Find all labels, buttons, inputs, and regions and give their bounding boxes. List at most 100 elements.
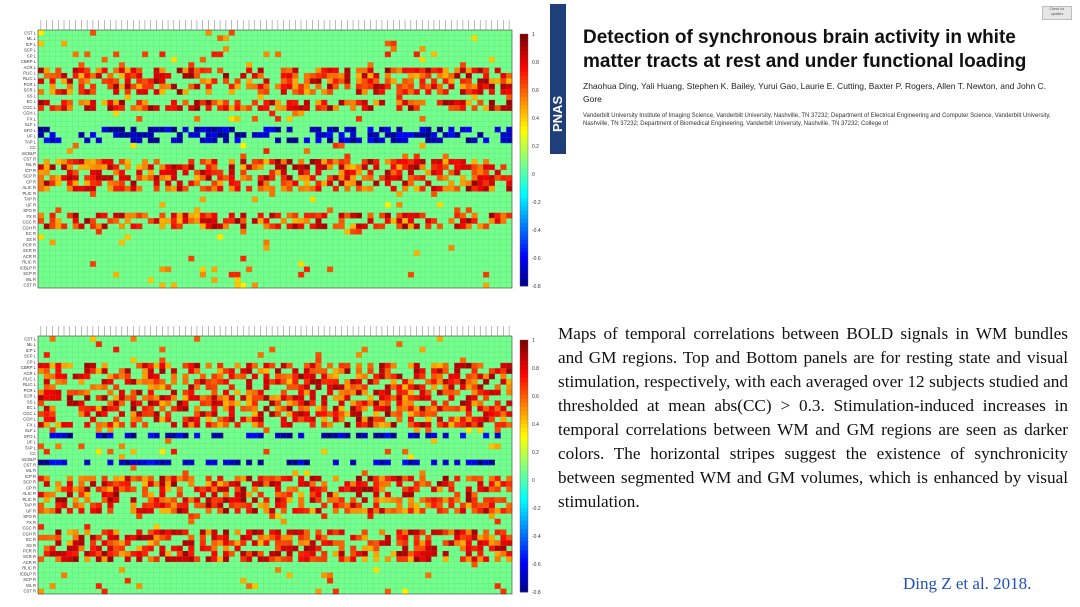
heatmap-cell xyxy=(43,159,50,165)
heatmap-cell xyxy=(506,551,513,557)
heatmap-cell xyxy=(263,223,270,230)
heatmap-cell xyxy=(425,545,432,552)
heatmap-cell xyxy=(107,73,114,79)
check-for-updates-badge[interactable]: Check for updates xyxy=(1042,6,1072,20)
heatmap-cell xyxy=(338,400,345,407)
row-label: RLIC R xyxy=(22,260,36,265)
heatmap-cell xyxy=(130,432,137,439)
heatmap-cell xyxy=(257,432,264,439)
heatmap-cell xyxy=(315,475,322,482)
heatmap-cell xyxy=(465,459,472,466)
heatmap-cell xyxy=(205,411,212,417)
heatmap-cell xyxy=(217,126,224,133)
heatmap-cell xyxy=(488,486,495,493)
heatmap-cell xyxy=(465,218,472,224)
heatmap-cell xyxy=(269,99,276,106)
heatmap-cell xyxy=(355,389,363,396)
heatmap-cell xyxy=(211,395,218,401)
row-label: SLF L xyxy=(25,428,37,433)
heatmap-cell xyxy=(459,529,467,536)
heatmap-cell xyxy=(332,529,339,536)
heatmap-cell xyxy=(315,405,322,412)
heatmap-cell xyxy=(269,185,276,192)
heatmap-cell xyxy=(118,99,126,106)
heatmap-cell xyxy=(303,540,310,546)
heatmap-cell xyxy=(176,164,183,171)
heatmap-cell xyxy=(454,169,461,176)
row-label: SCR L xyxy=(24,394,37,399)
heatmap-cell xyxy=(182,164,189,171)
heatmap-cell xyxy=(431,551,438,557)
heatmap-cell xyxy=(436,486,443,493)
row-label: EC R xyxy=(26,537,36,542)
heatmap-cell xyxy=(136,223,143,230)
heatmap-cell xyxy=(251,73,258,79)
heatmap-cell xyxy=(332,459,339,466)
heatmap-cell xyxy=(118,62,126,68)
heatmap-cell xyxy=(361,400,368,407)
heatmap-cell xyxy=(280,497,287,503)
heatmap-cell xyxy=(159,89,166,95)
heatmap-cell xyxy=(494,583,501,589)
heatmap-cell xyxy=(240,223,247,230)
heatmap-cell xyxy=(101,384,108,391)
heatmap-cell xyxy=(419,389,426,396)
heatmap-cell xyxy=(55,432,62,439)
heatmap-cell xyxy=(286,99,293,106)
heatmap-cell xyxy=(350,502,357,509)
heatmap-cell xyxy=(234,508,241,514)
heatmap-cell xyxy=(66,481,73,487)
heatmap-cell xyxy=(136,169,143,176)
heatmap-cell xyxy=(153,137,160,144)
heatmap-cell xyxy=(188,416,195,423)
heatmap-cell xyxy=(327,389,334,396)
heatmap-cell xyxy=(153,373,160,380)
heatmap-cell xyxy=(188,481,195,487)
heatmap-cell xyxy=(327,175,334,181)
heatmap-cell xyxy=(355,491,363,498)
pnas-logo-bar: PNAS xyxy=(550,4,566,154)
heatmap-cell xyxy=(309,475,316,482)
row-label: CP L xyxy=(27,359,37,364)
row-label: CGC R xyxy=(23,220,37,225)
heatmap-cell xyxy=(228,551,235,557)
heatmap-cell xyxy=(344,67,351,74)
heatmap-cell xyxy=(124,234,131,240)
row-label: RLIC R xyxy=(22,566,36,571)
heatmap-cell xyxy=(43,126,50,133)
heatmap-cell xyxy=(194,405,201,412)
heatmap-cell xyxy=(407,405,415,412)
heatmap-cell xyxy=(257,67,264,74)
heatmap-cell xyxy=(55,502,62,509)
heatmap-cell xyxy=(72,180,79,187)
row-label: FX R xyxy=(26,214,36,219)
heatmap-cell xyxy=(90,159,97,165)
heatmap-cell xyxy=(240,218,247,224)
heatmap-cell xyxy=(309,556,316,563)
heatmap-cell xyxy=(118,545,126,552)
heatmap-cell xyxy=(66,89,73,95)
heatmap-cell xyxy=(419,99,426,106)
heatmap-cell xyxy=(257,83,264,90)
heatmap-cell xyxy=(188,384,195,391)
heatmap-cell xyxy=(367,62,374,68)
heatmap-cell xyxy=(431,67,438,74)
heatmap-cell xyxy=(373,486,380,493)
heatmap-cell xyxy=(136,508,143,514)
heatmap-cell xyxy=(286,432,293,439)
heatmap-cell xyxy=(500,83,507,90)
heatmap-cell xyxy=(465,379,472,385)
heatmap-cell xyxy=(176,556,183,563)
heatmap-cell xyxy=(431,432,438,439)
heatmap-cell xyxy=(246,475,253,482)
heatmap-cell xyxy=(361,545,368,552)
heatmap-cell xyxy=(101,175,108,181)
heatmap-cell xyxy=(84,373,91,380)
row-label: ML L xyxy=(27,342,37,347)
heatmap-cell xyxy=(292,379,299,385)
heatmap-cell xyxy=(269,551,276,557)
heatmap-cell xyxy=(78,379,85,385)
heatmap-cell xyxy=(280,159,287,165)
heatmap-cell xyxy=(211,212,218,219)
heatmap-cell xyxy=(78,67,85,74)
